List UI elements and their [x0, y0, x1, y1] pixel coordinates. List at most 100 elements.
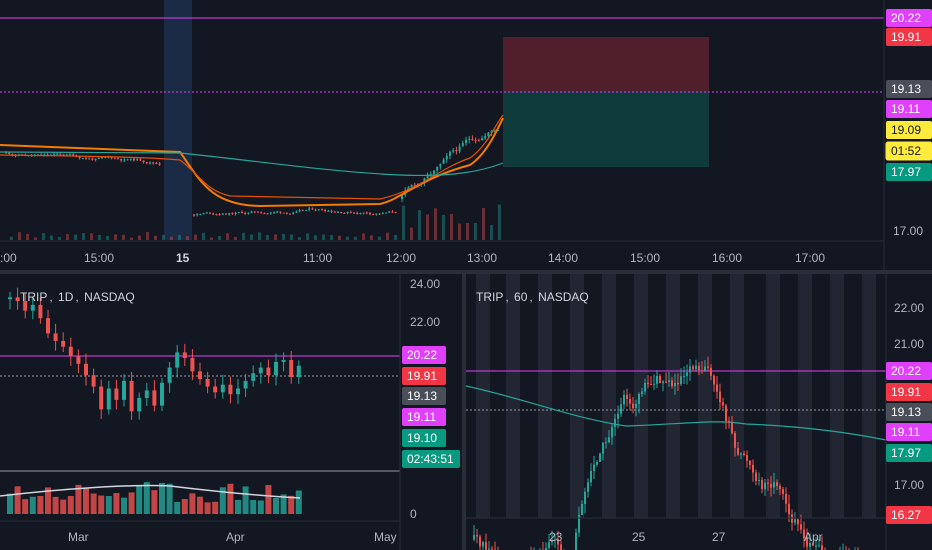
hourly-chart-pane[interactable]: 22.00 21.00 17.00 20.22 19.91 19.13 19.11 17.97…	[466, 274, 932, 550]
volume-bar	[82, 233, 85, 240]
daily-volume-bar	[257, 500, 264, 514]
daily-candle	[190, 358, 195, 372]
daily-candle	[198, 371, 202, 379]
volume-bar	[74, 234, 77, 240]
hourly-candle	[578, 514, 580, 533]
candle	[117, 158, 119, 160]
volume-bar	[186, 236, 189, 240]
candle	[381, 212, 384, 214]
daily-candle	[99, 386, 104, 410]
hourly-candle	[785, 493, 787, 504]
daily-candle	[122, 380, 126, 400]
hourly-candle	[593, 464, 595, 471]
price-label-text: 17.97	[891, 165, 921, 179]
candle	[471, 138, 474, 140]
daily-volume-bar	[151, 490, 158, 514]
volume-bar	[282, 233, 285, 240]
daily-candle	[53, 333, 58, 341]
hourly-candle	[776, 482, 778, 486]
price-label-text: 19.13	[891, 405, 921, 419]
time-axis-label: 17:00	[795, 251, 825, 265]
daily-candle	[137, 398, 142, 412]
volume-bar	[458, 223, 461, 240]
daily-candle	[106, 388, 111, 410]
daily-volume-bar	[121, 497, 127, 514]
hourly-candle	[686, 372, 688, 376]
daily-volume-bar	[52, 496, 59, 514]
daily-candle	[152, 390, 157, 406]
daily-chart-legend: TRIP, 1D, NASDAQ	[20, 290, 135, 304]
pane-divider-horizontal[interactable]	[0, 270, 932, 274]
intraday-chart[interactable]: 20.22 19.91 19.13 19.11 19.09 01:52 17.97 17.00…	[0, 0, 932, 270]
volume-bar	[210, 237, 213, 240]
time-axis-label: 25	[632, 530, 646, 544]
hourly-candle	[752, 464, 754, 473]
daily-candle	[114, 388, 119, 400]
candle	[410, 184, 413, 188]
volume-bar	[98, 235, 101, 240]
position-target-zone[interactable]	[503, 37, 709, 92]
candle	[149, 162, 151, 164]
time-axis-label: Apr	[804, 530, 823, 544]
daily-candle	[38, 304, 43, 319]
price-label-text: 19.10	[407, 431, 437, 445]
hourly-candle	[809, 542, 811, 547]
hourly-candle	[605, 442, 607, 444]
price-label-badge: 17.97	[886, 163, 932, 181]
daily-candle	[76, 356, 81, 364]
candle	[359, 213, 362, 215]
volume-bar	[402, 205, 405, 240]
candle	[282, 212, 285, 214]
daily-candle	[30, 304, 35, 311]
hourly-candle	[728, 421, 730, 423]
price-label-badge: 19.09	[886, 121, 932, 139]
hourly-candle	[626, 394, 628, 399]
candle	[484, 136, 487, 139]
daily-volume-bar	[227, 483, 234, 514]
volume-bar	[226, 233, 229, 240]
hourly-candle	[716, 384, 718, 392]
daily-chart-pane[interactable]: 24.00 22.00 0 20.22 19.91 19.13 19.11 19.10 02:4…	[0, 274, 462, 550]
hourly-candle	[623, 394, 625, 405]
price-label-text: 19.11	[407, 410, 436, 424]
legend-interval[interactable]: 1D	[58, 290, 74, 304]
legend-symbol[interactable]: TRIP	[476, 290, 504, 304]
candle	[321, 209, 323, 211]
candle	[433, 170, 435, 175]
price-axis-tick: 24.00	[410, 277, 440, 291]
candle	[461, 143, 464, 147]
candle	[378, 213, 381, 215]
legend-interval[interactable]: 60	[514, 290, 528, 304]
hourly-candle	[767, 482, 769, 484]
candle	[46, 154, 49, 156]
daily-chart[interactable]: 24.00 22.00 0 20.22 19.91 19.13 19.11 19.10 02:4…	[0, 274, 462, 550]
price-axis-tick: 17.00	[893, 224, 923, 238]
volume-bar	[258, 232, 261, 240]
candle	[129, 158, 132, 160]
volume-bar	[106, 235, 109, 240]
volume-bar	[42, 233, 45, 240]
price-label-badge: 17.97	[886, 444, 932, 462]
hourly-candle	[650, 384, 652, 386]
pane-divider-vertical[interactable]	[462, 274, 466, 550]
position-stop-zone[interactable]	[503, 92, 709, 167]
hourly-candle	[758, 479, 760, 481]
daily-candle	[266, 367, 271, 376]
candle	[324, 209, 327, 212]
candle	[126, 159, 129, 161]
candle	[298, 210, 301, 212]
intraday-chart-pane[interactable]: 20.22 19.91 19.13 19.11 19.09 01:52 17.97 17.00…	[0, 0, 932, 270]
hourly-candle	[491, 548, 493, 550]
daily-candle	[236, 388, 240, 395]
hourly-candle	[812, 542, 814, 546]
daily-candle	[228, 384, 233, 395]
price-label-text: 19.11	[891, 102, 920, 116]
time-axis-label: 11:00	[303, 251, 332, 265]
candle	[253, 211, 256, 213]
legend-symbol[interactable]: TRIP	[20, 290, 48, 304]
hourly-candle	[581, 503, 583, 515]
hourly-chart[interactable]: 22.00 21.00 17.00 20.22 19.91 19.13 19.11 17.97…	[466, 274, 932, 550]
price-label-badge: 19.91	[402, 367, 446, 385]
hourly-candle	[662, 381, 664, 384]
volume-bar	[482, 207, 485, 240]
